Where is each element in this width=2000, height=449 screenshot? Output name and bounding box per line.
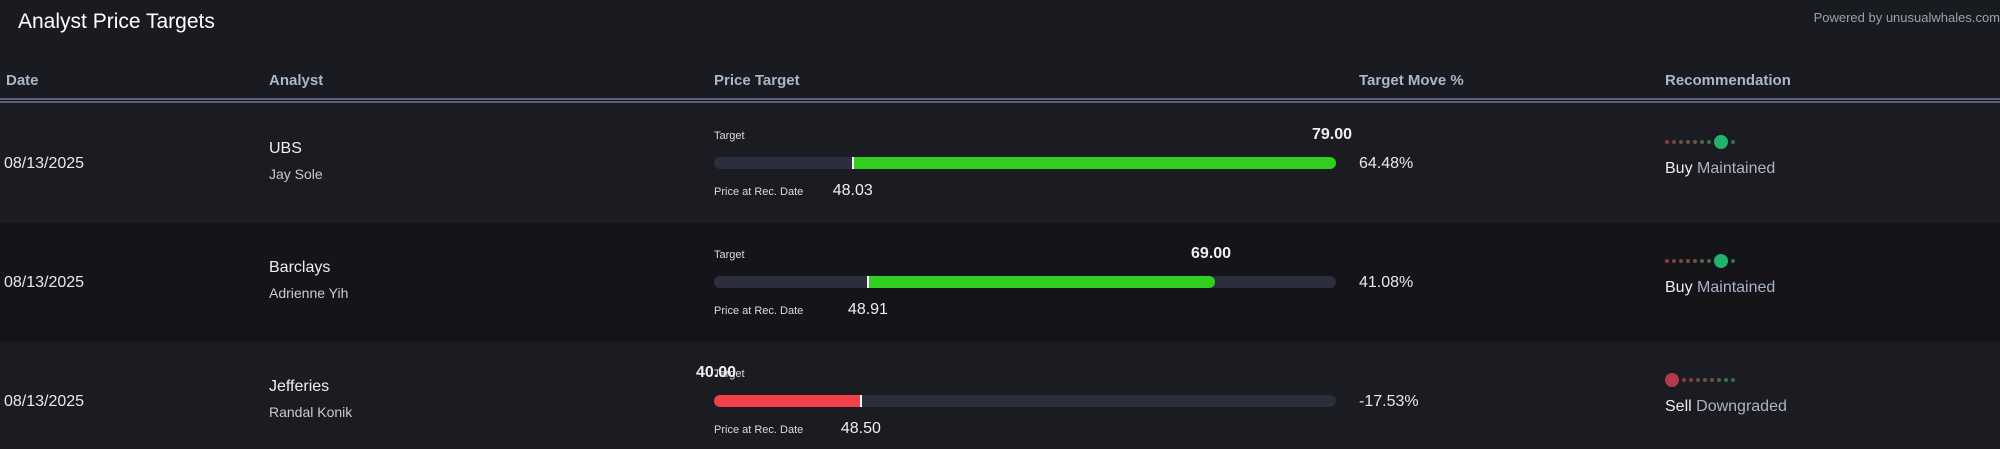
price-target-bar: Target 40.00 Price at Rec. Date 48.50 [696,342,1336,449]
rating-label: Buy [1665,160,1693,177]
target-label: Target [714,249,745,261]
recommendation: Buy Maintained [1665,104,1965,223]
target-label: Target [714,368,745,380]
rating-action: Downgraded [1696,398,1787,415]
rating-dot [1689,378,1693,382]
price-at-rec-value: 48.91 [847,301,888,318]
table-row[interactable]: 08/13/2025 UBS Jay Sole Target 79.00 Pri… [0,104,2000,223]
rating-dot [1731,378,1735,382]
row-date: 08/13/2025 [4,154,85,172]
rating-dot [1665,259,1669,263]
table-header: Date Analyst Price Target Target Move % … [0,66,2000,98]
rating-dot [1665,373,1679,387]
recommendation: Sell Downgraded [1665,342,1965,449]
table-row[interactable]: 08/13/2025 Jefferies Randal Konik Target… [0,342,2000,449]
price-target-bar: Target 79.00 Price at Rec. Date 48.03 [714,104,1352,223]
price-at-rec-value: 48.50 [840,420,881,437]
powered-by-link[interactable]: Powered by unusualwhales.com [1813,10,2000,25]
rating-label: Buy [1665,279,1693,296]
upside-fill [852,157,1336,169]
price-at-rec-label: Price at Rec. Date [714,424,804,436]
column-header-recommendation[interactable]: Recommendation [1665,72,1791,89]
rating-dot [1703,378,1707,382]
target-value: 79.00 [1311,126,1353,143]
rating-dot [1731,259,1735,263]
price-track [714,395,1336,407]
target-move-value: -17.53% [1359,392,1419,410]
rating-dot [1679,140,1683,144]
column-header-date[interactable]: Date [6,72,39,89]
rating-dot [1679,259,1683,263]
rating-dot [1700,259,1704,263]
target-move-value: 41.08% [1359,273,1414,291]
column-header-price-target[interactable]: Price Target [714,72,800,89]
rating-label: Sell [1665,398,1692,415]
price-target-bar: Target 69.00 Price at Rec. Date 48.91 [714,223,1336,342]
current-price-marker [851,157,854,169]
rating-dot [1672,140,1676,144]
rating-dot [1693,140,1697,144]
rating-dot [1696,378,1700,382]
rating-dot [1682,378,1686,382]
target-value: 40.00 [695,364,737,381]
price-at-rec-label: Price at Rec. Date [714,305,804,317]
row-date: 08/13/2025 [4,392,85,410]
current-price-marker [859,395,862,407]
rating-dot [1714,135,1728,149]
row-firm: Jefferies [269,378,330,395]
rating-dot [1710,378,1714,382]
rating-dot [1700,140,1704,144]
row-analyst-name: Randal Konik [269,404,353,420]
recommendation: Buy Maintained [1665,223,1965,342]
rating-dot [1672,259,1676,263]
current-price-marker [866,276,869,288]
row-firm: UBS [269,140,302,157]
rating-dot [1665,140,1669,144]
rating-dot [1707,140,1711,144]
row-analyst-name: Adrienne Yih [269,285,349,301]
row-analyst-name: Jay Sole [269,166,323,182]
target-value: 69.00 [1191,245,1232,262]
recommendation-text: Sell Downgraded [1665,398,1787,416]
rating-action: Maintained [1697,160,1776,177]
price-track [714,276,1336,288]
rating-dot [1731,140,1735,144]
price-at-rec-value: 48.03 [832,182,873,199]
column-header-analyst[interactable]: Analyst [269,72,324,89]
page-title: Analyst Price Targets [18,10,215,33]
column-header-target-move[interactable]: Target Move % [1359,72,1464,89]
row-date: 08/13/2025 [4,273,85,291]
row-firm: Barclays [269,259,331,276]
recommendation-text: Buy Maintained [1665,279,1775,297]
rating-dot [1686,140,1690,144]
recommendation-text: Buy Maintained [1665,160,1775,178]
upside-fill [867,276,1216,288]
header-divider [0,98,2000,103]
rating-dot [1707,259,1711,263]
rating-dot [1693,259,1697,263]
price-track [714,157,1336,169]
downside-fill [714,395,861,407]
table-row[interactable]: 08/13/2025 Barclays Adrienne Yih Target … [0,223,2000,342]
rating-dot [1714,254,1728,268]
price-at-rec-label: Price at Rec. Date [714,186,804,198]
target-label: Target [714,130,745,142]
rating-dot [1686,259,1690,263]
rating-action: Maintained [1697,279,1776,296]
rating-dot [1717,378,1721,382]
target-move-value: 64.48% [1359,154,1414,172]
rating-dot [1724,378,1728,382]
